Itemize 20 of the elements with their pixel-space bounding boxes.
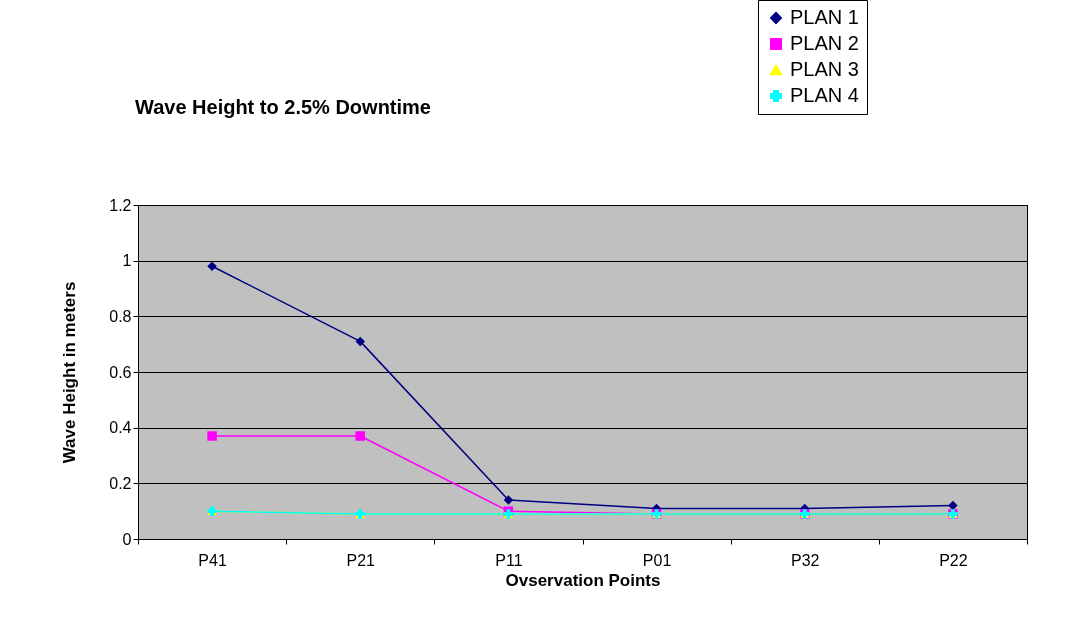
x-tick-label: P21 xyxy=(346,551,376,569)
x-tick-label: P22 xyxy=(939,551,968,569)
y-tick-label: 0.8 xyxy=(109,307,132,325)
y-axis-title: Wave Height in meters xyxy=(60,281,80,464)
legend-label: PLAN 3 xyxy=(790,58,859,80)
y-tick-label: 0.2 xyxy=(109,474,132,492)
x-tick-label: P32 xyxy=(791,551,820,569)
x-axis-title: Ovservation Points xyxy=(505,570,661,590)
y-tick-label: 0.4 xyxy=(109,419,132,437)
chart-title: Wave Height to 2.5% Downtime xyxy=(135,95,431,118)
legend-label: PLAN 4 xyxy=(790,84,859,106)
y-tick-label: 0 xyxy=(122,530,132,548)
legend-label: PLAN 1 xyxy=(790,6,859,28)
x-tick-label: P41 xyxy=(198,551,227,569)
x-tick-label: P11 xyxy=(495,551,523,569)
legend-label: PLAN 2 xyxy=(790,32,859,54)
y-tick-label: 1.2 xyxy=(109,196,132,214)
x-tick-label: P01 xyxy=(642,551,672,569)
y-tick-label: 1 xyxy=(122,252,132,270)
y-tick-label: 0.6 xyxy=(109,363,132,381)
